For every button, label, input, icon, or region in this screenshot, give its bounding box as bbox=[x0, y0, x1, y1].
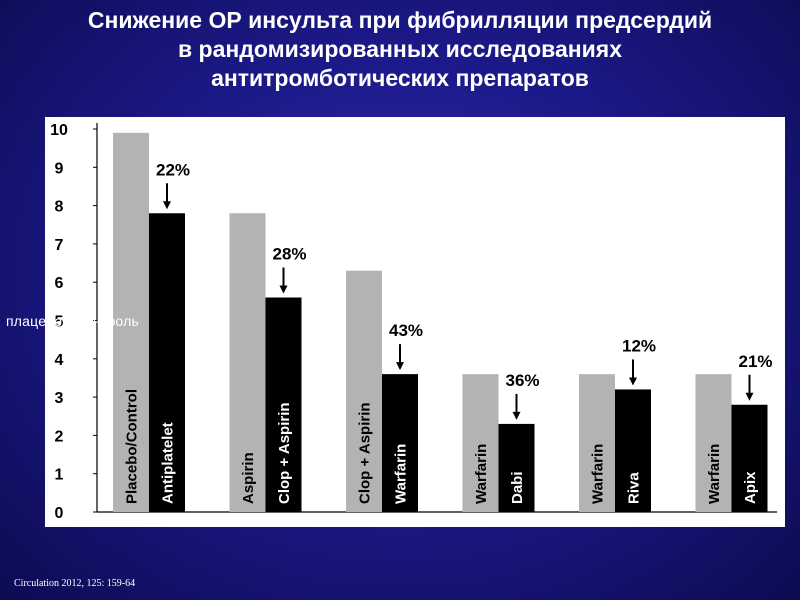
bar-control bbox=[695, 374, 732, 512]
slide-title: Снижение ОР инсульта при фибрилляции пре… bbox=[0, 6, 800, 93]
reduction-arrow-head bbox=[396, 362, 404, 371]
overlay-label: плацебо и контроль bbox=[6, 313, 139, 329]
reduction-label: 22% bbox=[156, 160, 190, 179]
bar-treatment bbox=[498, 423, 535, 512]
y-tick-label: 10 bbox=[50, 122, 68, 139]
bar-treatment bbox=[265, 297, 302, 512]
reduction-label: 43% bbox=[389, 321, 423, 340]
bar-label-treatment: Dabi bbox=[509, 471, 526, 504]
citation: Circulation 2012, 125: 159-64 bbox=[14, 578, 136, 589]
bar-label-treatment: Antiplatelet bbox=[160, 422, 177, 504]
bar-control bbox=[113, 132, 149, 512]
title-line-1: Снижение ОР инсульта при фибрилляции пре… bbox=[87, 7, 713, 33]
bar-label-control: Clop + Aspirin bbox=[357, 402, 374, 504]
reduction-arrow-head bbox=[279, 285, 288, 294]
bar-label-treatment: Warfarin bbox=[393, 444, 410, 504]
bar-control bbox=[579, 374, 615, 512]
bar-label-control: Warfarin bbox=[706, 444, 723, 504]
bar-label-control: Placebo/Control bbox=[124, 389, 141, 504]
y-tick-label: 0 bbox=[55, 505, 64, 522]
reduction-arrow-head bbox=[745, 392, 754, 401]
bar-label-control: Aspirin bbox=[240, 452, 257, 504]
bar-control bbox=[462, 374, 499, 512]
bar-treatment bbox=[731, 404, 768, 512]
reduction-label: 36% bbox=[505, 371, 539, 390]
bar-label-treatment: Riva bbox=[626, 472, 643, 504]
y-tick-label: 5 bbox=[55, 314, 64, 331]
title-line-2: в рандомизированных исследованиях bbox=[177, 36, 622, 62]
reduction-arrow-head bbox=[629, 377, 637, 386]
reduction-arrow-head bbox=[163, 201, 171, 210]
reduction-label: 21% bbox=[738, 352, 772, 371]
reduction-arrow-head bbox=[512, 411, 521, 420]
bar-control bbox=[346, 270, 382, 512]
bar-treatment bbox=[149, 213, 185, 512]
reduction-label: 12% bbox=[622, 336, 656, 355]
y-tick-label: 7 bbox=[55, 237, 64, 254]
bar-label-treatment: Clop + Aspirin bbox=[276, 402, 293, 504]
y-tick-label: 6 bbox=[55, 275, 64, 292]
y-tick-label: 4 bbox=[55, 352, 64, 369]
y-tick-label: 3 bbox=[55, 390, 64, 407]
reduction-label: 28% bbox=[272, 245, 306, 264]
bar-label-control: Warfarin bbox=[590, 444, 607, 504]
bar-label-control: Warfarin bbox=[473, 444, 490, 504]
y-tick-label: 9 bbox=[55, 160, 64, 177]
bar-label-treatment: Apix bbox=[742, 471, 759, 504]
bar-treatment bbox=[615, 389, 651, 512]
title-line-3: антитромботических препаратов bbox=[211, 65, 589, 91]
y-tick-label: 8 bbox=[55, 199, 64, 216]
bar-control bbox=[229, 213, 266, 512]
y-tick-label: 1 bbox=[55, 467, 64, 484]
chart-panel: 0 1 2 3 4 5 6 7 8 9 10 Placebo/Control Antiplatelet 2… bbox=[45, 117, 785, 527]
bar-chart: 0 1 2 3 4 5 6 7 8 9 10 Placebo/Control Antiplatelet 2… bbox=[50, 122, 777, 522]
bar-treatment bbox=[382, 374, 418, 512]
y-tick-label: 2 bbox=[55, 428, 64, 445]
